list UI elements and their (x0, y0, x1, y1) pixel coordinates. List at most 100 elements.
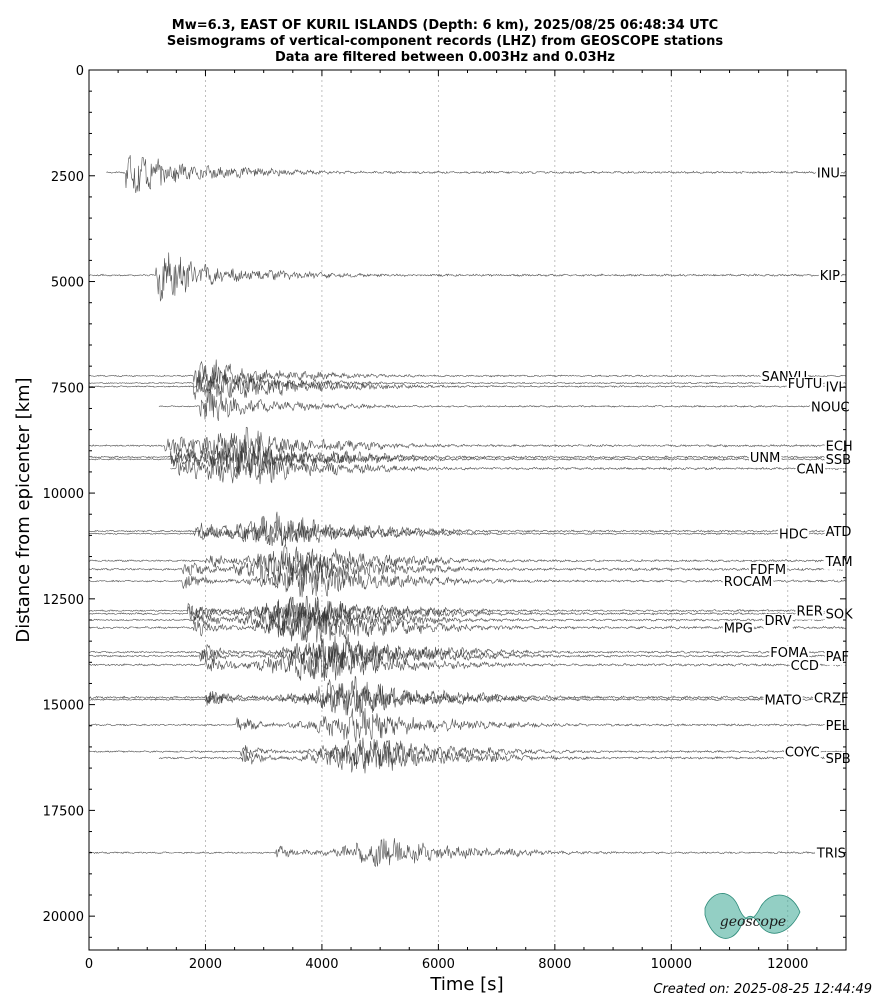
chart-title: Mw=6.3, EAST OF KURIL ISLANDS (Depth: 6 … (0, 18, 890, 66)
station-label-ssb: SSB (826, 453, 851, 468)
trace-inu (106, 155, 846, 194)
station-label-bg (778, 527, 809, 543)
trace-spb (158, 740, 846, 774)
trace-coyc (89, 737, 846, 767)
x-tick-label: 4000 (305, 957, 338, 972)
station-label-spb: SPB (826, 752, 851, 767)
station-label-pel: PEL (826, 719, 850, 734)
station-label-tam: TAM (825, 555, 853, 570)
y-tick-label: 17500 (43, 804, 84, 819)
station-label-tris: TRIS (816, 847, 846, 862)
trace-crzf (88, 675, 847, 717)
station-label-mpg: MPG (724, 622, 753, 637)
trace-unm (88, 439, 846, 475)
y-tick-label: 12500 (43, 593, 84, 608)
station-label-atd: ATD (826, 525, 852, 540)
station-label-inu: INU (817, 166, 840, 181)
grid-lines (205, 70, 789, 950)
trace-kip (88, 252, 846, 302)
created-timestamp: Created on: 2025-08-25 12:44:49 (653, 982, 872, 997)
x-tick-label: 0 (85, 957, 93, 972)
station-label-bg (824, 607, 855, 623)
trace-ech (89, 426, 847, 465)
station-label-crzf: CRZF (814, 691, 849, 706)
station-label-bg (818, 269, 842, 285)
station-label-hdc: HDC (779, 528, 808, 543)
trace-pel (88, 708, 847, 743)
x-axis-label: Time [s] (429, 974, 503, 995)
station-label-bg (763, 614, 793, 629)
station-label-bg (763, 693, 803, 709)
station-label-bg (722, 621, 754, 637)
y-tick-label: 5000 (51, 276, 84, 291)
trace-foma (88, 634, 846, 670)
title-line-3: Data are filtered between 0.003Hz and 0.… (274, 50, 616, 65)
y-tick-label: 15000 (43, 699, 84, 714)
trace-can (170, 450, 846, 485)
station-label-bg (824, 718, 851, 734)
title-line-2: Seismograms of vertical-component record… (166, 34, 724, 49)
station-label-bg (786, 377, 824, 393)
y-tick-label: 20000 (43, 910, 84, 925)
station-label-sok: SOK (826, 608, 853, 623)
station-label-nouc: NOUC (811, 400, 850, 415)
trace-sok (88, 597, 846, 632)
logo-shape (704, 893, 801, 939)
station-label-bg (812, 691, 850, 707)
trace-ssb (88, 444, 846, 476)
trace-drv (88, 604, 846, 637)
station-label-bg (722, 575, 774, 591)
y-tick-label: 2500 (51, 170, 84, 185)
station-label-bg (824, 453, 853, 469)
station-label-can: CAN (797, 463, 825, 478)
station-label-coyc: COYC (785, 746, 820, 761)
station-label-bg (810, 400, 851, 416)
station-label-paf: PAF (826, 650, 849, 665)
x-tick-label: 8000 (538, 957, 571, 972)
trace-tris (88, 838, 847, 868)
trace-mpg (88, 606, 846, 643)
station-label-rocam: ROCAM (724, 575, 772, 590)
trace-atd (88, 511, 846, 547)
station-label-ivi: IVI (826, 380, 843, 395)
trace-tam (88, 544, 846, 578)
geoscope-logo: geoscope (704, 893, 801, 939)
y-tick-label: 0 (76, 64, 84, 79)
station-label-rer: RER (797, 605, 823, 620)
station-label-ccd: CCD (791, 659, 819, 674)
station-label-bg (824, 751, 852, 767)
station-label-bg (814, 846, 847, 862)
trace-ccd (88, 644, 846, 681)
trace-futu (88, 370, 846, 400)
station-label-mato: MATO (764, 694, 801, 709)
station-label-kip: KIP (820, 269, 840, 284)
y-tick-label: 10000 (43, 487, 84, 502)
trace-ivi (88, 375, 846, 398)
trace-sanvu (89, 359, 846, 393)
x-tick-label: 6000 (422, 957, 455, 972)
station-label-unm: UNM (750, 451, 780, 466)
station-label-bg (795, 462, 826, 478)
trace-rocam (88, 562, 846, 598)
station-label-bg (824, 380, 844, 396)
trace-rer (88, 595, 846, 625)
station-label-bg (783, 745, 821, 761)
trace-mato (88, 685, 846, 716)
plot-frame (88, 69, 847, 951)
station-label-bg (748, 563, 788, 579)
y-tick-label: 7500 (51, 381, 84, 396)
station-label-foma: FOMA (770, 646, 808, 661)
station-label-bg (769, 646, 810, 662)
station-label-fdfm: FDFM (750, 563, 786, 578)
x-tick-label: 10000 (651, 957, 692, 972)
y-axis-label: Distance from epicenter [km] (13, 377, 34, 642)
logo-text: geoscope (720, 914, 786, 930)
x-tick-label: 12000 (767, 957, 808, 972)
trace-fdfm (88, 553, 847, 589)
x-tick-label: 2000 (189, 957, 222, 972)
station-label-bg (815, 166, 841, 182)
trace-hdc (88, 519, 846, 546)
axis-ticks: 0 2000 4000 6000 8000 10000 12000 0 2500 5000 7500… (43, 64, 846, 972)
